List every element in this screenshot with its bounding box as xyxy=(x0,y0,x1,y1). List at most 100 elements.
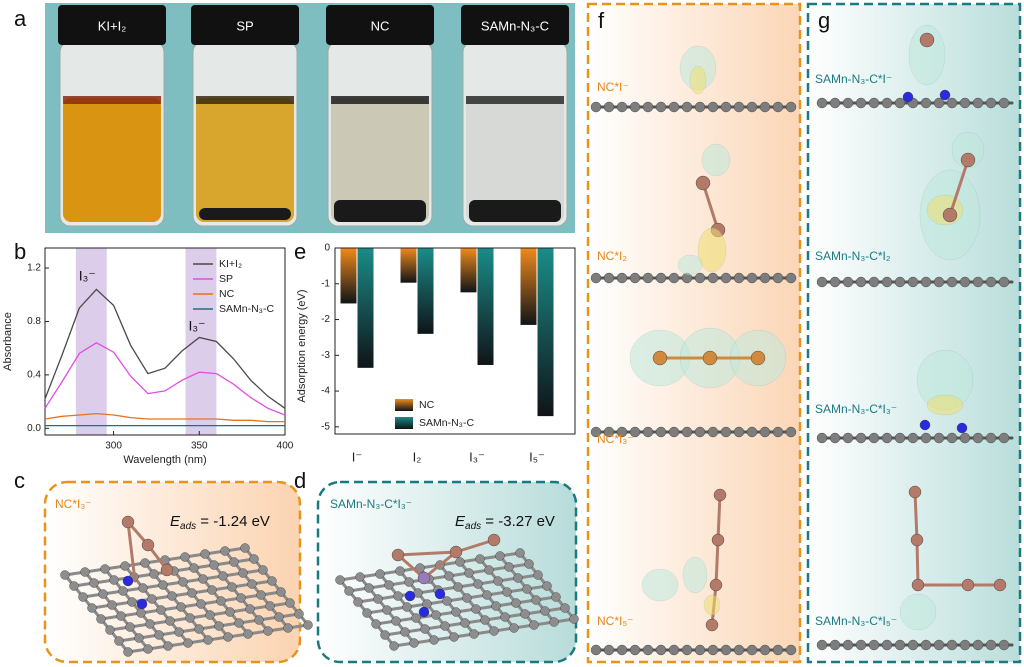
atom xyxy=(143,644,153,654)
atom xyxy=(551,592,561,602)
atom xyxy=(285,598,295,608)
bar xyxy=(520,248,537,325)
atom xyxy=(256,590,266,600)
atom xyxy=(694,101,706,113)
atom xyxy=(420,624,430,634)
atom xyxy=(746,644,758,656)
atom xyxy=(449,545,463,559)
atom xyxy=(245,604,255,614)
atom xyxy=(121,515,135,529)
atom xyxy=(455,557,465,567)
structure-label: SAMn-N₃-C*I₃⁻ xyxy=(330,497,412,511)
atom xyxy=(629,644,641,656)
atom xyxy=(972,639,984,651)
liquid-surface xyxy=(331,96,429,104)
atom xyxy=(655,644,667,656)
atom xyxy=(183,638,193,648)
atom xyxy=(78,592,88,602)
atom xyxy=(493,576,503,586)
y-tick-label: 0.8 xyxy=(27,316,41,327)
atom xyxy=(353,597,363,607)
atom xyxy=(123,647,133,657)
bond xyxy=(913,490,919,542)
atom xyxy=(502,587,512,597)
x-tick-label: I₅⁻ xyxy=(529,449,545,464)
y-tick-label: 0.4 xyxy=(27,370,41,381)
atom xyxy=(542,581,552,591)
atom xyxy=(373,594,383,604)
atom xyxy=(504,562,514,572)
energy-text: = -3.27 eV xyxy=(481,513,555,530)
atom xyxy=(515,548,525,558)
atom xyxy=(946,97,958,109)
atom xyxy=(911,578,925,592)
structure-label: SAMn-N₃-C*I₅⁻ xyxy=(815,614,897,628)
atom xyxy=(785,426,797,438)
atom xyxy=(449,632,459,642)
bond xyxy=(948,158,970,217)
atom xyxy=(125,622,135,632)
atom xyxy=(96,614,106,624)
atom xyxy=(127,597,137,607)
atom xyxy=(451,607,461,617)
atom xyxy=(709,578,723,592)
x-tick-label: I₂ xyxy=(413,449,422,464)
atom xyxy=(881,276,893,288)
atom xyxy=(590,644,602,656)
atom xyxy=(371,619,381,629)
structure-label: NC*I₃⁻ xyxy=(597,432,634,446)
energy-label: Eads = -1.24 eV xyxy=(170,513,270,532)
atom xyxy=(894,432,906,444)
atom xyxy=(655,272,667,284)
atom xyxy=(243,629,253,639)
vial-label: SAMn-N₃-C xyxy=(481,18,549,33)
panel-letter: f xyxy=(598,8,605,33)
atom xyxy=(642,644,654,656)
atom xyxy=(227,582,237,592)
atom xyxy=(711,533,725,547)
atom xyxy=(375,569,385,579)
isosurface xyxy=(682,556,708,594)
atom xyxy=(616,272,628,284)
atom xyxy=(89,578,99,588)
atom xyxy=(444,571,454,581)
y-tick-label: -3 xyxy=(321,350,330,361)
atom xyxy=(642,426,654,438)
atom xyxy=(540,606,550,616)
energy-subscript: ads xyxy=(465,521,481,532)
atom xyxy=(87,603,97,613)
atom xyxy=(772,426,784,438)
atom xyxy=(214,621,224,631)
atom xyxy=(652,350,668,366)
isosurface xyxy=(951,131,985,169)
atom xyxy=(418,606,430,618)
atom xyxy=(196,599,206,609)
highlight-band xyxy=(185,248,217,435)
atom xyxy=(147,594,157,604)
atom xyxy=(702,350,718,366)
atom xyxy=(411,613,421,623)
atom xyxy=(209,560,219,570)
vial-label: NC xyxy=(371,18,390,33)
atom xyxy=(998,639,1010,651)
atom xyxy=(746,101,758,113)
vial-cap xyxy=(58,5,166,45)
atom xyxy=(920,432,932,444)
atom xyxy=(380,630,390,640)
legend-label: NC xyxy=(419,399,435,411)
structure-label: SAMn-N₃-C*I₃⁻ xyxy=(815,402,897,416)
legend-label: SAMn-N₃-C xyxy=(419,417,474,429)
atom xyxy=(522,584,532,594)
vial-cap xyxy=(191,5,299,45)
atom xyxy=(134,633,144,643)
atom xyxy=(464,568,474,578)
atom xyxy=(829,639,841,651)
atom xyxy=(395,566,405,576)
atom xyxy=(894,276,906,288)
atom xyxy=(972,276,984,288)
atom xyxy=(998,276,1010,288)
atom xyxy=(225,607,235,617)
atom xyxy=(668,644,680,656)
atom xyxy=(560,603,570,613)
atom xyxy=(855,432,867,444)
